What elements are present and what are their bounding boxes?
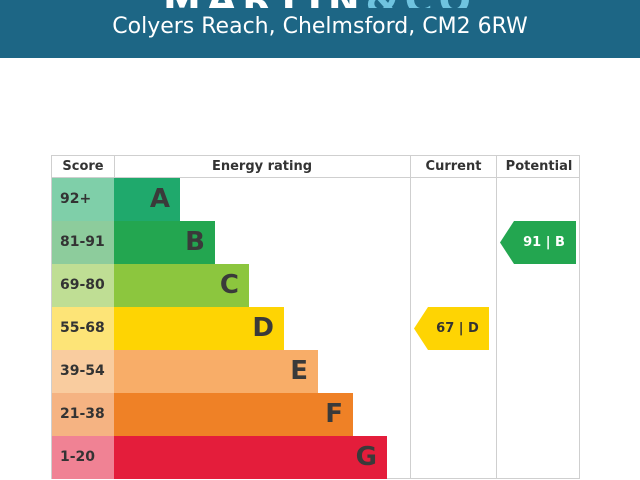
- score-cell: 81-91: [52, 221, 114, 264]
- current-rating-label: 67 | D: [436, 321, 479, 336]
- potential-header: Potential: [505, 159, 573, 174]
- rating-bar: E: [114, 350, 318, 393]
- brand-main: MARTIN: [163, 0, 366, 8]
- brand-accent: &CO: [366, 0, 477, 8]
- divider: [496, 156, 497, 478]
- potential-rating-arrow: 91 | B: [500, 221, 576, 264]
- score-cell: 69-80: [52, 264, 114, 307]
- score-cell: 21-38: [52, 393, 114, 436]
- rating-letter: C: [219, 270, 239, 300]
- score-cell: 39-54: [52, 350, 114, 393]
- epc-chart: Score Energy rating Current Potential 92…: [51, 155, 580, 479]
- score-cell: 55-68: [52, 307, 114, 350]
- property-address: Colyers Reach, Chelmsford, CM2 6RW: [112, 14, 528, 39]
- divider: [410, 156, 411, 478]
- rating-bar: G: [114, 436, 387, 479]
- header-divider: [52, 177, 579, 178]
- rating-letter: E: [290, 356, 308, 386]
- rating-bar: D: [114, 307, 284, 350]
- rating-bar: F: [114, 393, 353, 436]
- rating-bar: B: [114, 221, 215, 264]
- current-rating-arrow: 67 | D: [414, 307, 489, 350]
- rating-bar: A: [114, 178, 180, 221]
- score-cell: 1-20: [52, 436, 114, 479]
- rating-letter: B: [185, 227, 205, 257]
- rating-bar: C: [114, 264, 249, 307]
- rating-letter: F: [325, 399, 343, 429]
- score-header: Score: [62, 159, 104, 174]
- score-cell: 92+: [52, 178, 114, 221]
- energy-rating-header: Energy rating: [211, 159, 313, 174]
- potential-rating-label: 91 | B: [523, 235, 565, 250]
- rating-letter: D: [252, 313, 274, 343]
- rating-letter: A: [149, 184, 170, 214]
- header-banner: MARTIN&CO Colyers Reach, Chelmsford, CM2…: [0, 0, 640, 58]
- brand-logo: MARTIN&CO: [0, 0, 640, 8]
- current-header: Current: [425, 159, 482, 174]
- rating-letter: G: [355, 442, 377, 472]
